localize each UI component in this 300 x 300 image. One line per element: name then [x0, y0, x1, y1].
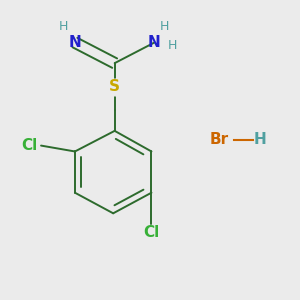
Text: H: H	[254, 132, 267, 147]
Text: H: H	[58, 20, 68, 33]
Text: N: N	[68, 35, 81, 50]
Text: H: H	[160, 20, 169, 33]
Text: Br: Br	[210, 132, 229, 147]
Text: H: H	[168, 39, 177, 52]
Text: N: N	[148, 35, 161, 50]
Text: Cl: Cl	[143, 225, 160, 240]
Text: Cl: Cl	[21, 138, 38, 153]
Text: S: S	[109, 79, 120, 94]
